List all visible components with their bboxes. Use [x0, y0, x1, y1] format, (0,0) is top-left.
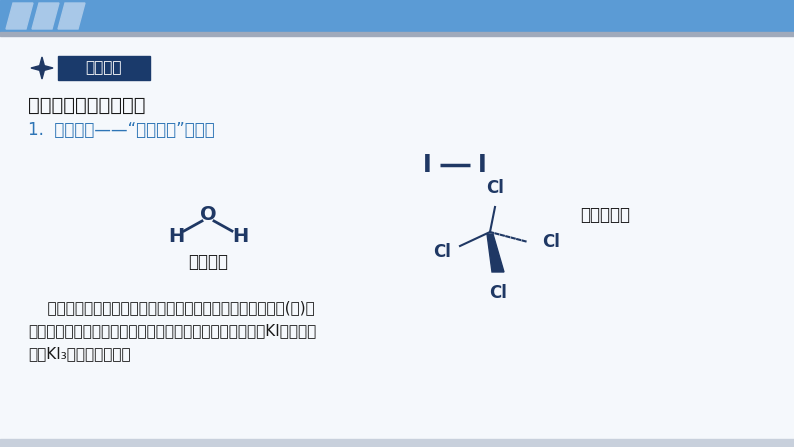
- Polygon shape: [487, 234, 504, 272]
- Text: 影响物质溶解性的因素: 影响物质溶解性的因素: [28, 96, 145, 114]
- Polygon shape: [32, 3, 59, 29]
- Polygon shape: [58, 3, 85, 29]
- Text: Cl: Cl: [542, 233, 560, 251]
- Text: 1.  分子结构——“相似相溶”规律。: 1. 分子结构——“相似相溶”规律。: [28, 121, 214, 139]
- Text: 碘和四氯化碳都是非极性分子，水是极性分子。非极性溶质(碘)一: 碘和四氯化碳都是非极性分子，水是极性分子。非极性溶质(碘)一: [28, 300, 314, 315]
- Polygon shape: [31, 57, 53, 79]
- Text: H: H: [168, 228, 184, 246]
- Text: O: O: [199, 206, 216, 224]
- Text: Cl: Cl: [486, 179, 504, 197]
- Text: 般能溶于非极性溶剂，而难溶于极性溶剂。后来碘单质又与KI生成可溶: 般能溶于非极性溶剂，而难溶于极性溶剂。后来碘单质又与KI生成可溶: [28, 323, 316, 338]
- Text: 性盐KI₃，水溶性变强。: 性盐KI₃，水溶性变强。: [28, 346, 131, 361]
- Text: 非极性分子: 非极性分子: [580, 206, 630, 224]
- Bar: [0, 0, 794, 32]
- Bar: [0, 32, 794, 36]
- Text: I: I: [478, 153, 487, 177]
- Text: H: H: [232, 228, 248, 246]
- Polygon shape: [6, 3, 33, 29]
- Text: Cl: Cl: [433, 243, 451, 261]
- Text: I: I: [423, 153, 432, 177]
- Text: 观察思考: 观察思考: [86, 60, 122, 76]
- Text: 极性分子: 极性分子: [188, 253, 228, 271]
- Text: Cl: Cl: [489, 284, 507, 302]
- Bar: [58, 56, 150, 80]
- Bar: [0, 439, 794, 447]
